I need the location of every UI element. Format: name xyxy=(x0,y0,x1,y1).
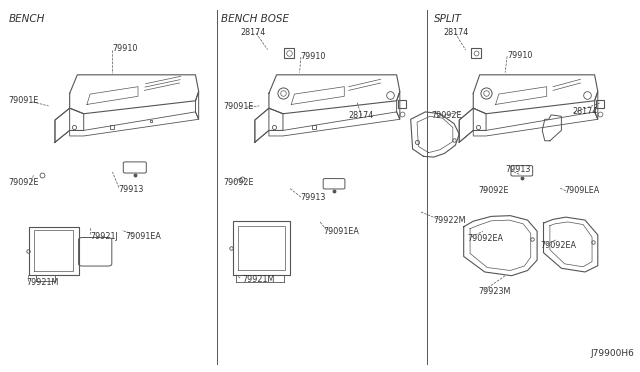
Text: 79910: 79910 xyxy=(301,52,326,61)
Text: BENCH BOSE: BENCH BOSE xyxy=(221,14,289,24)
Text: 79921J: 79921J xyxy=(90,231,118,241)
Text: 28174: 28174 xyxy=(444,28,468,37)
Text: 79091E: 79091E xyxy=(223,102,253,111)
Text: 79910: 79910 xyxy=(507,51,532,60)
Text: 79910: 79910 xyxy=(113,44,138,53)
Text: 79921M: 79921M xyxy=(242,275,275,284)
Text: 79913: 79913 xyxy=(119,185,144,194)
Text: J79900H6: J79900H6 xyxy=(591,349,635,358)
Text: 28174: 28174 xyxy=(240,28,266,37)
Text: 79913: 79913 xyxy=(505,165,531,174)
Text: 79092E: 79092E xyxy=(478,186,509,195)
Text: 79091EA: 79091EA xyxy=(323,227,359,236)
Text: 79091E: 79091E xyxy=(8,96,39,105)
Text: 79092E: 79092E xyxy=(8,178,39,187)
Text: 79092EA: 79092EA xyxy=(540,241,577,250)
Text: 28174: 28174 xyxy=(572,108,598,116)
Text: SPLIT: SPLIT xyxy=(434,14,461,24)
Text: 79922M: 79922M xyxy=(434,216,466,225)
Text: 79092E: 79092E xyxy=(432,111,462,120)
Text: BENCH: BENCH xyxy=(8,14,45,24)
Text: 79092E: 79092E xyxy=(223,178,253,187)
Text: 79921M: 79921M xyxy=(26,278,59,287)
Text: 7909LEA: 7909LEA xyxy=(564,186,600,195)
Text: 79092EA: 79092EA xyxy=(467,234,503,243)
Text: 79091EA: 79091EA xyxy=(125,231,161,241)
Text: 28174: 28174 xyxy=(349,111,374,120)
Text: 79913: 79913 xyxy=(301,193,326,202)
Text: 79923M: 79923M xyxy=(478,287,511,296)
